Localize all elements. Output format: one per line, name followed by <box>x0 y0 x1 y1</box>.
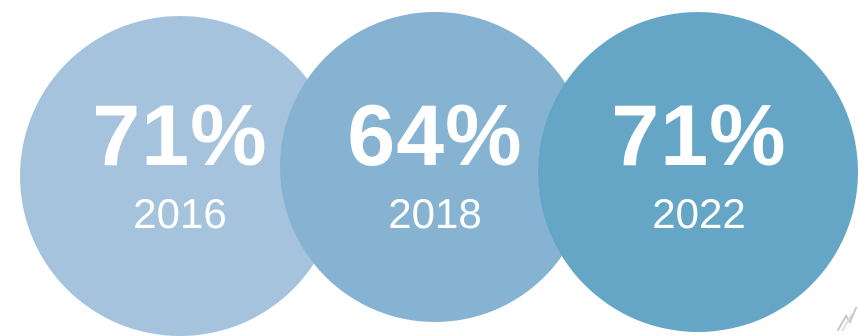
year-label-2022: 2022 <box>652 190 746 237</box>
stat-group-2022: 71% 2022 <box>584 88 814 238</box>
year-label-2018: 2018 <box>388 190 482 237</box>
stat-group-2018: 64% 2018 <box>320 88 550 238</box>
value-label-2022: 71% <box>611 88 787 184</box>
value-label-2018: 64% <box>347 88 523 184</box>
circle-2022 <box>538 12 858 332</box>
stat-group-2016: 71% 2016 <box>65 88 295 238</box>
decorative-scribble-icon <box>837 307 857 331</box>
year-label-2016: 2016 <box>133 190 227 237</box>
value-label-2016: 71% <box>92 88 268 184</box>
